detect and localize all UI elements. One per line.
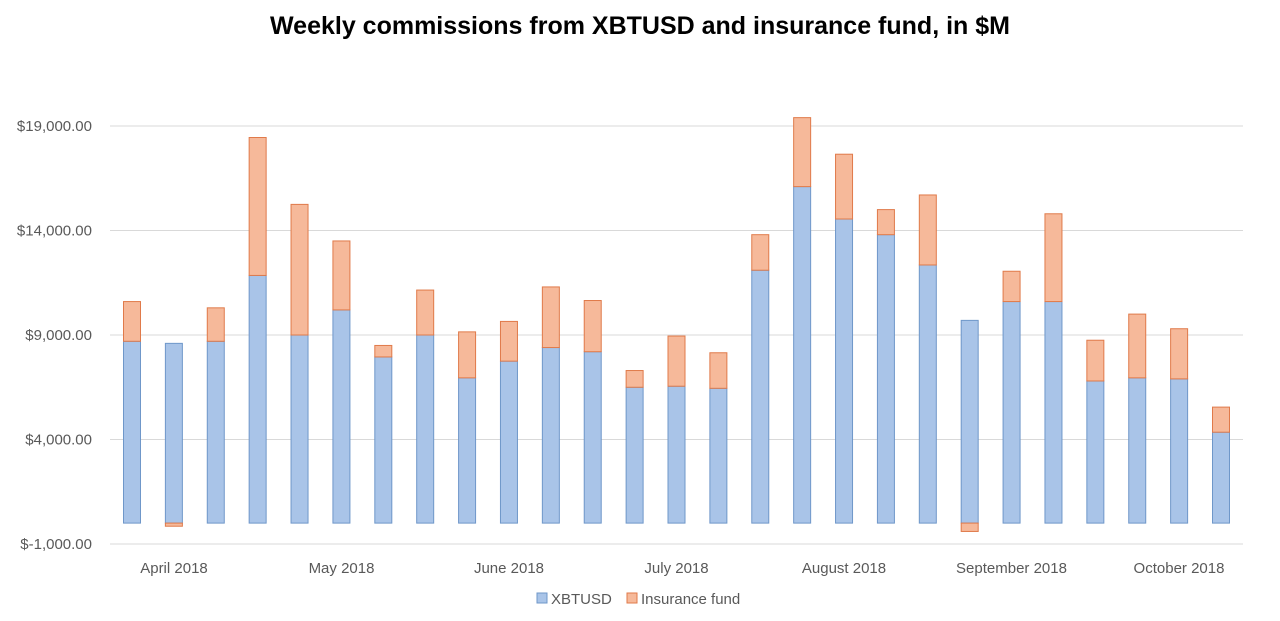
x-tick-label: April 2018 (140, 560, 208, 577)
bar-xbtusd-24 (1086, 380, 1105, 524)
bar-xbtusd-3 (206, 340, 225, 524)
bar-insurance-fund-8 (416, 289, 435, 336)
bar-xbtusd-16 (751, 269, 770, 524)
x-tick-label: July 2018 (644, 560, 708, 577)
bar-insurance-fund-16 (751, 234, 770, 271)
y-tick-label: $14,000.00 (17, 223, 92, 240)
x-axis-tick-labels: April 2018 May 2018 June 2018 July 2018 Augu… (140, 560, 1224, 577)
bar-xbtusd-6 (332, 309, 351, 524)
x-tick-label: June 2018 (474, 560, 544, 577)
bar-insurance-fund-23 (1044, 213, 1063, 303)
bar-xbtusd-1 (123, 340, 141, 524)
legend-label-insurance-fund: Insurance fund (641, 591, 740, 608)
bar-xbtusd-11 (541, 347, 560, 524)
legend: XBTUSD Insurance fund (536, 591, 740, 608)
bar-xbtusd-22 (1002, 301, 1021, 524)
bar-xbtusd-20 (918, 264, 937, 524)
bar-insurance-fund-5 (290, 203, 309, 336)
bar-xbtusd-2 (164, 342, 183, 524)
x-tick-label: October 2018 (1134, 560, 1225, 577)
bar-insurance-fund-20 (918, 194, 937, 266)
bar-xbtusd-13 (625, 386, 644, 524)
x-tick-label: May 2018 (309, 560, 375, 577)
bar-xbtusd-10 (499, 360, 518, 524)
bar-insurance-fund-15 (709, 352, 728, 389)
legend-swatch-xbtusd (536, 592, 548, 604)
bar-xbtusd-8 (416, 334, 435, 524)
bar-xbtusd-26 (1170, 378, 1189, 524)
legend-swatch-insurance-fund (626, 592, 638, 604)
y-tick-label: $9,000.00 (25, 327, 92, 344)
bar-insurance-fund-12 (583, 300, 602, 353)
bar-insurance-fund-13 (625, 370, 644, 388)
bar-xbtusd-23 (1044, 301, 1063, 524)
bar-insurance-fund-4 (248, 137, 267, 276)
bar-insurance-fund-26 (1170, 328, 1189, 380)
legend-label-xbtusd: XBTUSD (551, 591, 612, 608)
bar-insurance-fund-27 (1212, 406, 1230, 433)
bar-xbtusd-25 (1128, 377, 1147, 524)
x-tick-label: August 2018 (802, 560, 886, 577)
x-tick-label: September 2018 (956, 560, 1067, 577)
bar-xbtusd-19 (876, 234, 895, 524)
y-tick-label: $4,000.00 (25, 432, 92, 449)
bar-insurance-fund-3 (206, 307, 225, 342)
y-axis-tick-labels: $-1,000.00 $4,000.00 $9,000.00 $14,000.00 $1… (17, 118, 92, 553)
bar-insurance-fund-10 (499, 320, 518, 362)
bar-insurance-fund-6 (332, 240, 351, 311)
bar-xbtusd-27 (1212, 431, 1230, 524)
y-tick-label: $19,000.00 (17, 118, 92, 135)
bar-xbtusd-7 (374, 356, 393, 524)
bar-xbtusd-17 (793, 186, 812, 524)
bar-insurance-fund-9 (458, 331, 477, 379)
bar-insurance-fund-1 (123, 301, 141, 342)
bar-insurance-fund-17 (793, 117, 812, 188)
bar-insurance-fund-7 (374, 344, 393, 358)
bar-xbtusd-4 (248, 274, 267, 524)
bar-insurance-fund-25 (1128, 313, 1147, 379)
bar-xbtusd-21 (960, 319, 979, 524)
bar-insurance-fund-19 (876, 209, 895, 236)
bar-insurance-fund-22 (1002, 270, 1021, 303)
bar-xbtusd-18 (835, 218, 854, 524)
bar-insurance-fund-18 (835, 153, 854, 220)
bar-xbtusd-15 (709, 387, 728, 524)
bar-insurance-fund-21 (960, 522, 979, 532)
chart-title: Weekly commissions from XBTUSD and insur… (270, 12, 1010, 40)
bar-insurance-fund-24 (1086, 339, 1105, 382)
bar-series (123, 117, 1230, 532)
bar-xbtusd-14 (667, 385, 686, 524)
bar-xbtusd-5 (290, 334, 309, 524)
y-tick-label: $-1,000.00 (20, 536, 92, 553)
bar-xbtusd-12 (583, 351, 602, 524)
bar-xbtusd-9 (458, 377, 477, 524)
bar-insurance-fund-2 (164, 522, 183, 527)
bar-insurance-fund-14 (667, 335, 686, 387)
bar-insurance-fund-11 (541, 286, 560, 349)
